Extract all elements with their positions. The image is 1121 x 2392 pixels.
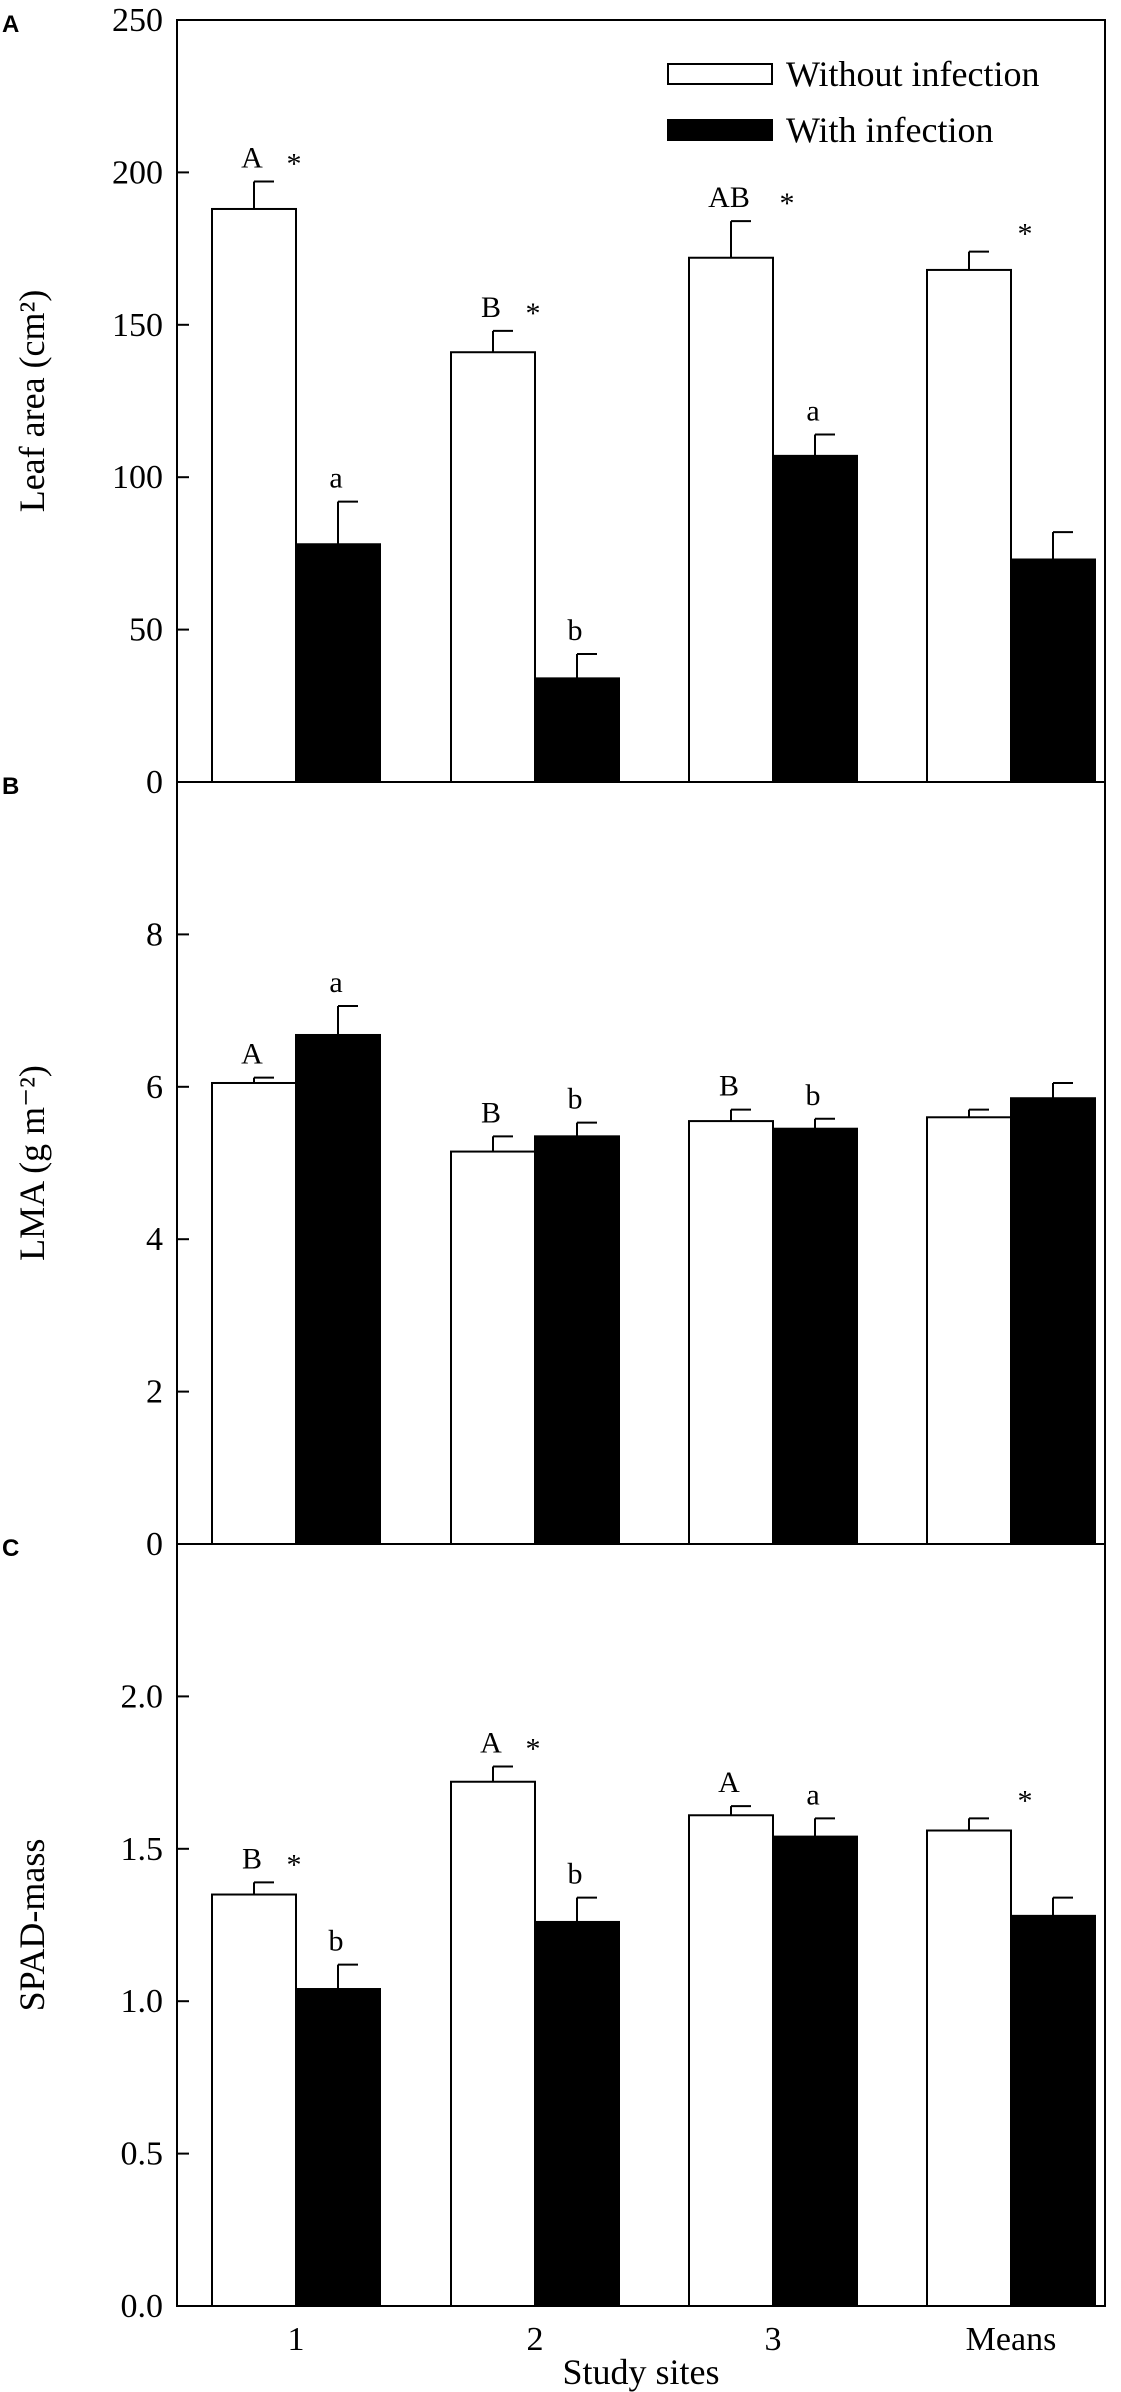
bar-B-without-2: [688, 1120, 774, 1545]
significance-letter: a: [806, 1778, 819, 1811]
significance-letter: B: [719, 1070, 739, 1103]
significance-letter: A: [241, 1038, 263, 1071]
y-tick-label: 100: [112, 459, 163, 496]
bar-C-without-3: [926, 1829, 1012, 2307]
bar-B-with-2: [772, 1127, 858, 1545]
bar-A-without-0: [211, 207, 297, 783]
y-tick-label: 0: [146, 764, 163, 801]
y-tick-label: 1.5: [121, 1831, 164, 1868]
significance-letter: a: [329, 966, 342, 999]
bar-C-with-3: [1010, 1914, 1096, 2307]
significance-letter: b: [568, 1858, 583, 1891]
y-tick-label: 0: [146, 1526, 163, 1563]
bar-A-with-3: [1010, 558, 1096, 783]
significance-letter: b: [329, 1925, 344, 1958]
significance-letter: A: [718, 1766, 740, 1799]
bar-A-without-1: [450, 351, 536, 783]
significance-star: *: [526, 297, 541, 330]
bar-C-without-0: [211, 1893, 297, 2308]
significance-letter: A: [241, 142, 263, 175]
significance-star: *: [1018, 218, 1033, 251]
y-tick-label: 150: [112, 307, 163, 344]
significance-star: *: [287, 1848, 302, 1881]
significance-star: *: [526, 1733, 541, 1766]
bar-B-with-1: [534, 1135, 620, 1545]
y-tick-label: 200: [112, 154, 163, 191]
bar-A-with-2: [772, 454, 858, 783]
bar-B-with-3: [1010, 1097, 1096, 1545]
significance-letter: B: [242, 1842, 262, 1875]
y-tick-label: 6: [146, 1069, 163, 1106]
bar-B-with-0: [295, 1033, 381, 1545]
significance-letter: b: [806, 1079, 821, 1112]
bar-A-with-1: [534, 677, 620, 783]
significance-letter: B: [481, 291, 501, 324]
legend-label: Without infection: [786, 54, 1040, 94]
y-axis-title-B: LMA (g m⁻²): [12, 1065, 52, 1261]
significance-letter: A: [480, 1727, 502, 1760]
bar-C-without-2: [688, 1814, 774, 2307]
y-tick-label: 250: [112, 2, 163, 39]
y-tick-label: 4: [146, 1221, 163, 1258]
y-tick-label: 1.0: [121, 1983, 164, 2020]
y-axis-title-C: SPAD-mass: [12, 1839, 52, 2012]
bar-B-without-0: [211, 1081, 297, 1545]
significance-letter: a: [806, 395, 819, 428]
bar-C-with-0: [295, 1988, 381, 2308]
significance-star: *: [780, 187, 795, 220]
significance-letter: AB: [708, 181, 750, 214]
significance-star: *: [1018, 1784, 1033, 1817]
y-tick-label: 50: [129, 612, 163, 649]
significance-letter: b: [568, 614, 583, 647]
legend-swatch-with-infection: [667, 119, 773, 141]
x-tick-label: 1: [288, 2321, 305, 2358]
legend-swatch-without-infection: [667, 63, 773, 85]
panel-letter-B: B: [2, 773, 19, 800]
y-tick-label: 0.5: [121, 2136, 164, 2173]
panel-letter-C: C: [2, 1535, 19, 1562]
x-tick-label: Means: [966, 2321, 1057, 2358]
panel-letter-A: A: [2, 11, 19, 38]
y-tick-label: 0.0: [121, 2288, 164, 2325]
bar-B-without-3: [926, 1116, 1012, 1546]
significance-letter: a: [329, 462, 342, 495]
y-tick-label: 2.0: [121, 1678, 164, 1715]
y-axis-title-A: Leaf area (cm²): [12, 290, 52, 513]
x-tick-label: 2: [527, 2321, 544, 2358]
significance-star: *: [287, 148, 302, 181]
bar-A-with-0: [295, 543, 381, 783]
bar-A-without-2: [688, 256, 774, 783]
x-tick-label: 3: [765, 2321, 782, 2358]
y-tick-label: 8: [146, 916, 163, 953]
bar-B-without-1: [450, 1150, 536, 1545]
y-tick-label: 2: [146, 1374, 163, 1411]
significance-letter: B: [481, 1096, 501, 1129]
significance-letter: b: [568, 1083, 583, 1116]
legend-label: With infection: [786, 110, 994, 150]
x-axis-title: Study sites: [562, 2352, 719, 2392]
bar-A-without-3: [926, 268, 1012, 784]
plot-frame-C: [176, 1543, 1106, 2307]
bar-C-with-2: [772, 1835, 858, 2308]
bar-C-without-1: [450, 1780, 536, 2307]
bar-C-with-1: [534, 1920, 620, 2308]
